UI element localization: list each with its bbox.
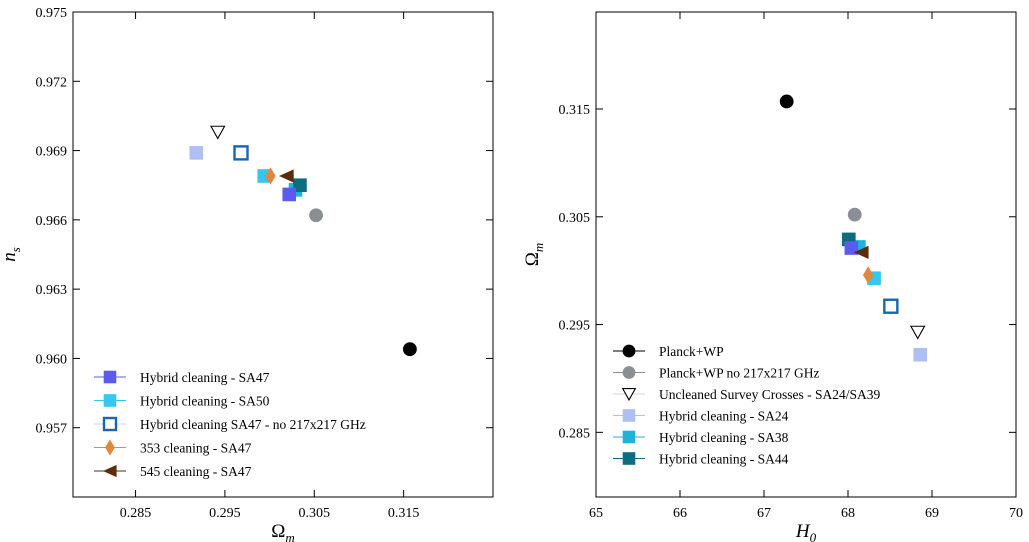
chart-panel-2: 65 66 67 68 69 70 0.285 0.295 0.305 0.315 H0 Ωm Plan… [522, 11, 1023, 542]
y-tick-label: 0.285 [559, 426, 591, 441]
data-point-circle [847, 207, 862, 222]
y-tick-label: 0.960 [36, 352, 68, 367]
legend-marker-triangle-left [102, 464, 117, 478]
x-tick-label: 67 [757, 506, 771, 521]
x-tick-label: 65 [589, 506, 603, 521]
data-points [779, 94, 928, 362]
legend-marker-square [103, 370, 117, 384]
legend-label: Uncleaned Survey Crosses - SA24/SA39 [659, 387, 880, 402]
legend-label: 545 cleaning - SA47 [140, 464, 252, 479]
data-point-circle [779, 94, 794, 109]
data-point-triangle-left [279, 169, 294, 183]
y-axis-label-sub: m [531, 243, 546, 252]
x-tick-label: 0.305 [299, 506, 331, 521]
legend-label: Hybrid cleaning - SA47 [140, 370, 270, 385]
x-axis-label: H0 [795, 521, 817, 542]
data-point-square [844, 241, 859, 255]
legend-label: Hybrid cleaning - SA44 [659, 452, 789, 467]
y-axis-label: ns [0, 247, 23, 262]
y-axis-label-main: Ω [522, 252, 543, 266]
x-tick-label: 68 [841, 506, 855, 521]
x-tick-label: 69 [925, 506, 939, 521]
x-tick-label: 66 [673, 506, 687, 521]
data-point-triangle-down [909, 325, 926, 340]
legend-label: Planck+WP no 217x217 GHz [659, 366, 819, 381]
y-tick-label: 0.966 [36, 214, 68, 229]
data-point-square [233, 145, 249, 161]
legend-item: Hybrid cleaning - SA50 [94, 394, 270, 409]
y-tick-label: 0.315 [559, 103, 591, 118]
data-point-square [282, 187, 297, 202]
y-axis-label-main: n [0, 252, 20, 262]
y-tick-label: 0.305 [559, 211, 591, 226]
data-point-triangle-down [210, 125, 226, 140]
data-point-circle [402, 342, 417, 357]
legend-marker-triangle-down [621, 388, 637, 402]
legend: Hybrid cleaning - SA47 Hybrid cleaning - … [94, 370, 366, 479]
x-axis-label-main: H [795, 521, 811, 542]
y-tick-label: 0.969 [36, 145, 68, 160]
x-tick-label: 70 [1009, 506, 1023, 521]
plot-frame [595, 11, 1017, 498]
y-tick-label: 0.957 [36, 422, 68, 437]
data-point-diamond [265, 167, 276, 185]
x-axis-label: Ωm [271, 521, 295, 542]
legend-marker-diamond [105, 439, 115, 456]
data-point-square [883, 298, 899, 314]
y-tick-label: 0.295 [559, 319, 591, 334]
chart-panel-1: 0.285 0.295 0.305 0.315 0.957 0.960 0.963 0.966… [0, 6, 494, 542]
y-tick-label: 0.972 [36, 75, 68, 90]
data-point-square [189, 146, 204, 160]
y-tick-label: 0.963 [36, 283, 68, 298]
legend-item: Planck+WP no 217x217 GHz [613, 366, 819, 381]
y-axis-label: Ωm [522, 243, 546, 267]
legend-marker-square [102, 416, 118, 432]
legend-marker-circle [622, 344, 636, 358]
legend-item: Uncleaned Survey Crosses - SA24/SA39 [613, 387, 880, 402]
x-axis-label-sub: 0 [810, 530, 817, 542]
legend-marker-square [622, 409, 636, 422]
data-point-diamond [862, 266, 874, 284]
legend-marker-circle [622, 366, 636, 379]
data-point-triangle-left [853, 245, 869, 259]
legend-label: Hybrid cleaning - SA50 [140, 394, 270, 409]
legend-item: Hybrid cleaning - SA38 [613, 430, 789, 445]
data-points [189, 125, 417, 357]
legend-item: 545 cleaning - SA47 [94, 464, 252, 479]
legend-item: Planck+WP [613, 344, 724, 359]
x-tick-label: 0.315 [388, 506, 420, 521]
legend: Planck+WP Planck+WP no 217x217 GHz Unclean… [613, 344, 880, 467]
plot-frame [72, 11, 494, 498]
legend-item: Hybrid cleaning - SA47 [94, 370, 270, 385]
legend-item: 353 cleaning - SA47 [94, 439, 252, 456]
legend-item: Hybrid cleaning SA47 - no 217x217 GHz [94, 416, 366, 432]
legend-label: 353 cleaning - SA47 [140, 441, 252, 456]
x-axis-label-main: Ω [271, 521, 285, 542]
legend-label: Hybrid cleaning SA47 - no 217x217 GHz [140, 417, 366, 432]
legend-marker-square [103, 394, 117, 407]
legend-item: Hybrid cleaning - SA44 [613, 452, 789, 467]
legend-item: Hybrid cleaning - SA24 [613, 409, 789, 424]
legend-label: Planck+WP [659, 344, 724, 359]
x-axis-label-sub: m [285, 530, 294, 542]
legend-label: Hybrid cleaning - SA24 [659, 409, 789, 424]
data-point-square [293, 178, 307, 193]
data-point-square [913, 347, 928, 362]
x-tick-label: 0.285 [120, 506, 152, 521]
legend-marker-square [622, 430, 636, 444]
y-axis-label-sub: s [8, 247, 23, 252]
legend-label: Hybrid cleaning - SA38 [659, 430, 789, 445]
legend-marker-square [622, 452, 636, 465]
data-point-circle [309, 208, 323, 223]
y-tick-label: 0.975 [36, 6, 68, 21]
x-tick-label: 0.295 [209, 506, 241, 521]
